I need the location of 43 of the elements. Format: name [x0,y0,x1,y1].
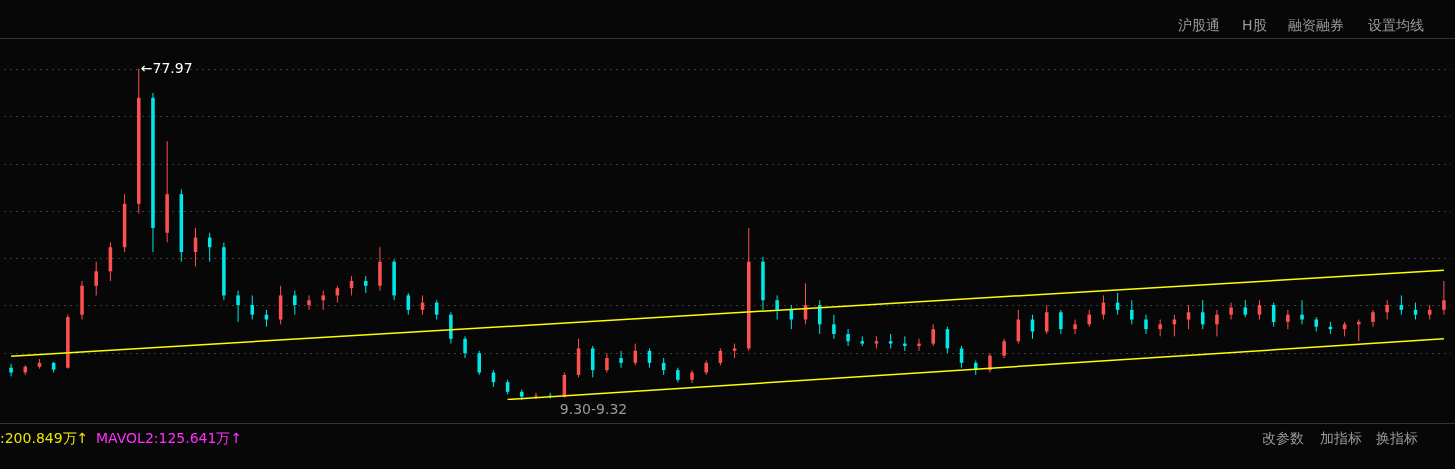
candlestick [534,392,538,400]
candlestick [307,294,311,311]
candlestick [321,290,325,311]
candlestick [1144,314,1148,335]
candlestick [1229,302,1233,320]
text: 改参数 [1262,430,1304,448]
candlestick [250,294,255,320]
candlestick [1073,319,1077,335]
candlestick [1200,299,1205,330]
candlestick [775,294,779,320]
candlestick [590,345,595,378]
text: 加指标 [1320,430,1362,448]
candlestick [94,261,98,296]
candlestick [1215,309,1219,337]
candlestick [690,369,694,384]
candlestick [1059,309,1063,335]
candlestick [832,314,836,340]
candlestick [988,352,992,374]
text: 沪股通 [1178,17,1220,35]
candlestick [1286,309,1290,330]
text: 9.30-9.32 [559,400,628,417]
candlestick [1186,304,1191,330]
candlestick [619,350,623,369]
candlestick [236,290,240,323]
text: 融资融券 [1288,17,1344,35]
candlestick [463,335,467,359]
text: MAVOL2:125.641万↑ [96,430,243,448]
text: H股 [1242,17,1267,35]
candlestick [605,352,609,374]
text: :200.849万↑ [0,430,89,448]
candlestick [846,328,850,347]
candlestick [1130,299,1134,325]
candlestick [1300,299,1304,325]
candlestick [1002,338,1006,359]
candlestick [293,290,297,316]
candlestick [1385,299,1389,320]
text: 换指标 [1376,430,1418,448]
text: 设置均线 [1368,17,1424,35]
candlestick [9,363,13,377]
annotation: ←77.97 [140,59,193,76]
candlestick [931,323,935,347]
candlestick [477,350,482,376]
candlestick [1442,280,1446,316]
